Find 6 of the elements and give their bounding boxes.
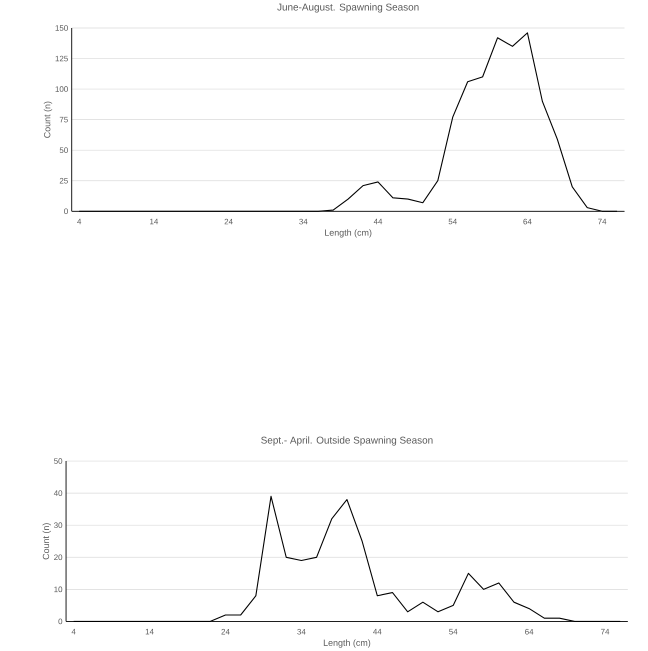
y-axis-title: Count (n): [42, 523, 51, 560]
chart-title: June-August. Spawning Season: [276, 3, 418, 13]
x-axis-title: Length (cm): [324, 229, 372, 238]
y-axis-title: Count (n): [44, 102, 52, 138]
x-axis-title: Length (cm): [324, 639, 370, 648]
chart-title: Sept.- April. Outside Spawning Season: [260, 436, 432, 446]
